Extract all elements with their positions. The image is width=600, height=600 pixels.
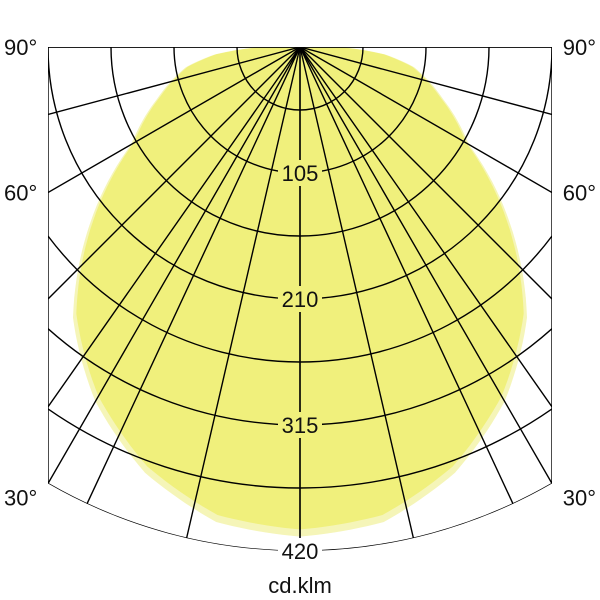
tick-label-bg xyxy=(278,412,322,438)
angle-label-right: 60° xyxy=(563,180,596,205)
center-point xyxy=(297,47,303,50)
grid-radial-line xyxy=(185,47,301,539)
grid-radial-line xyxy=(299,47,552,194)
grid-radial-line xyxy=(48,47,301,116)
grid-radial-line xyxy=(48,47,301,194)
tick-label-bg xyxy=(278,160,322,186)
angle-label-left: 90° xyxy=(4,35,37,60)
radial-tick-label: 105 xyxy=(282,161,319,186)
radial-tick-label: 210 xyxy=(282,287,319,312)
grid-radial-line xyxy=(86,47,301,505)
tick-label-bg xyxy=(278,286,322,312)
tick-label-bg xyxy=(278,538,322,564)
grid-radial-line xyxy=(299,47,552,300)
grid-radial-line xyxy=(48,47,301,484)
grid-radial-line xyxy=(48,47,301,408)
grid-radial-line xyxy=(299,47,552,484)
unit-label: cd.klm xyxy=(268,573,332,598)
angle-label-right: 30° xyxy=(563,485,596,510)
radial-tick-label: 315 xyxy=(282,413,319,438)
polar-grid xyxy=(48,47,552,551)
angle-label-left: 60° xyxy=(4,180,37,205)
angle-label-right: 90° xyxy=(563,35,596,60)
angle-label-left: 30° xyxy=(4,485,37,510)
radial-tick-label: 420 xyxy=(282,539,319,564)
grid-radial-line xyxy=(299,47,552,116)
grid-radial-line xyxy=(299,47,415,539)
labels: 105 210 315 420 90° 90° 60° 60° 30° 30° xyxy=(4,35,596,564)
grid-radial-line xyxy=(299,47,514,505)
grid-radial-line xyxy=(48,47,301,300)
grid-radial-line xyxy=(299,47,552,408)
